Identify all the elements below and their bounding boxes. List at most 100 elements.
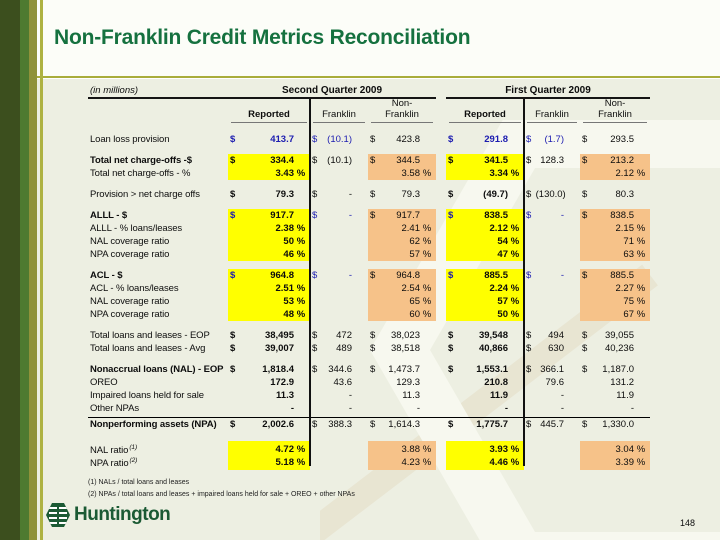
value-cell: $838.5 [580,209,650,222]
value-cell: 2.27% [580,282,650,295]
column-header-q2-franklin: Franklin [310,99,368,123]
value-cell [310,167,368,180]
value-cell: $423.8 [370,134,420,145]
column-gap [436,167,446,180]
value-cell: 2.24% [446,282,524,295]
value-cell: $40,866 [448,343,508,354]
value-cell: $ - [526,270,564,281]
row-label: NPA ratio(2) [90,457,138,469]
value-cell: $39,007 [230,343,294,354]
column-gap [436,295,446,308]
value-cell: $38,023 [370,330,420,341]
value-cell: $38,495 [230,330,294,341]
value-cell: - [348,390,352,401]
value-cell: $1,330.0 [582,419,634,430]
value-cell: - [504,403,508,414]
table-row: ACL - $ $964.8 $ - $964.8 $885.5 $ - $885.5 [88,269,650,282]
huntington-hexagon-icon [46,503,70,527]
table-body: Loan loss provision $413.7 $ (10.1) $423.8 $2… [88,133,650,470]
value-cell: $ (10.1) [312,134,352,145]
value-cell: $1,775.7 [448,419,508,430]
value-cell: $388.3 [312,419,352,430]
value-cell: $413.7 [230,134,294,145]
value-cell [524,454,580,470]
value-cell: $39,055 [582,330,634,341]
row-label: Impaired loans held for sale [90,390,204,401]
value-cell: $1,473.7 [370,364,420,375]
value-cell: 11.9 [490,390,508,401]
row-label: ALLL - % loans/leases [90,223,183,234]
quarter-header-q2: Second Quarter 2009 [228,85,436,99]
value-cell: 4.23% [368,454,436,470]
value-cell: $ - [312,270,352,281]
page-number: 148 [679,518,695,528]
q2-column-divider [309,99,311,466]
column-header-q2-reported: Reported [228,99,310,123]
value-cell: 48% [228,308,310,321]
left-border-stripe-dark [0,0,20,540]
value-cell: $964.8 [228,269,310,282]
row-label: Total net charge-offs -$ [90,155,192,166]
value-cell: $79.3 [230,189,294,200]
value-cell [524,235,580,248]
value-cell: $885.5 [580,269,650,282]
value-cell: 67% [580,308,650,321]
value-cell: $494 [526,330,564,341]
huntington-logo: Huntington [46,502,171,528]
row-label: ACL - $ [90,270,123,281]
row-label: Provision > net charge offs [90,189,200,200]
value-cell [310,222,368,235]
value-cell [524,308,580,321]
column-gap [436,418,446,431]
value-cell: 65% [368,295,436,308]
table-row: NAL coverage ratio 50% 62% 54% 71% [88,235,650,248]
column-gap [436,342,446,355]
value-cell [310,248,368,261]
value-cell: $344.6 [312,364,352,375]
table-row: NPA coverage ratio 46% 57% 47% 63% [88,248,650,261]
value-cell [310,235,368,248]
value-cell: $291.8 [448,134,508,145]
left-border-stripe-green [20,0,29,540]
value-cell: 3.39% [580,454,650,470]
value-cell: 3.43% [228,167,310,180]
value-cell: 71% [580,235,650,248]
value-cell: 3.93% [446,441,524,457]
value-cell: $1,553.1 [448,364,508,375]
table-row: Provision > net charge offs $79.3 $ - $79.3 $… [88,188,650,201]
row-label: Total loans and leases - Avg [90,343,206,354]
table-row: NPA ratio(2) 5.18% 4.23% 4.46% 3.39% [88,454,650,470]
value-cell: 131.2 [610,377,634,388]
value-cell: 57% [446,295,524,308]
column-header-q1-nonfranklin: Non- Franklin [580,99,650,123]
value-cell: 2.12% [446,222,524,235]
row-label: NPA coverage ratio [90,249,170,260]
table-row: OREO 172.9 43.6 129.3 210.8 79.6 131.2 [88,376,650,389]
value-cell: 3.04% [580,441,650,457]
value-cell: 210.8 [484,377,508,388]
value-cell: 2.54% [368,282,436,295]
row-label: Loan loss provision [90,134,170,145]
value-cell: $39,548 [448,330,508,341]
value-cell: 2.41% [368,222,436,235]
value-cell: 46% [228,248,310,261]
column-header-q1-reported: Reported [446,99,524,123]
quarter-header-q1: First Quarter 2009 [446,85,650,99]
value-cell: $1,187.0 [582,364,634,375]
value-cell: 11.3 [402,390,420,401]
row-label: NAL coverage ratio [90,296,170,307]
value-cell: 129.3 [396,377,420,388]
value-cell: $ - [312,189,352,200]
value-cell: $ - [526,210,564,221]
table-row: Other NPAs - - - - - - [88,402,650,415]
row-label: Other NPAs [90,403,139,414]
value-cell: $1,614.3 [370,419,420,430]
footnote-1: (1) NALs / total loans and leases [88,479,190,486]
left-border-thin-line [40,0,43,540]
value-cell: $630 [526,343,564,354]
table-row: ALLL - $ $917.7 $ - $917.7 $838.5 $ - $838.5 [88,209,650,222]
value-cell: $293.5 [582,134,634,145]
value-cell: $ (130.0) [526,189,566,200]
value-cell [310,282,368,295]
value-cell: $1,818.4 [230,364,294,375]
